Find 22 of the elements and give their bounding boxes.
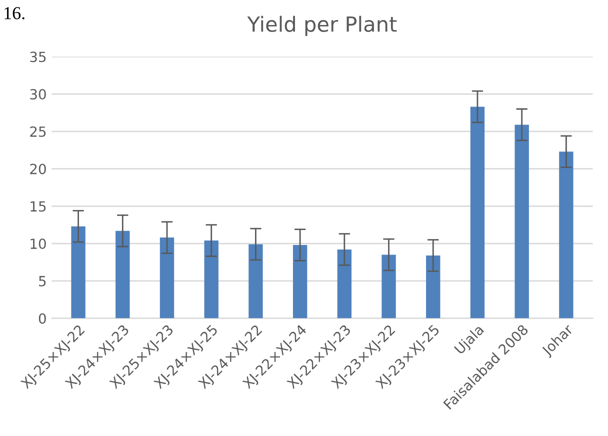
text: 16.	[4, 7, 24, 20]
bar	[337, 250, 352, 318]
y-tick-label: 15	[30, 201, 46, 212]
bar	[292, 245, 308, 318]
y-tick-label: 35	[30, 52, 46, 62]
y-tick-label: 0	[38, 313, 46, 324]
bar	[248, 244, 263, 318]
y-tick-label: 5	[39, 276, 46, 286]
bar	[116, 230, 130, 318]
y-tick-label: 30	[30, 89, 46, 100]
bar	[514, 124, 529, 318]
bar	[426, 255, 440, 318]
bar	[382, 254, 396, 318]
chart-title: Yield per Plant	[247, 16, 397, 36]
y-tick-label: 25	[30, 126, 46, 137]
y-tick-label: 20	[30, 164, 46, 174]
bar	[470, 106, 485, 318]
bar	[204, 240, 218, 318]
bar	[160, 238, 174, 318]
y-tick-label: 10	[30, 238, 46, 250]
bar	[559, 152, 574, 318]
bar	[71, 226, 86, 318]
